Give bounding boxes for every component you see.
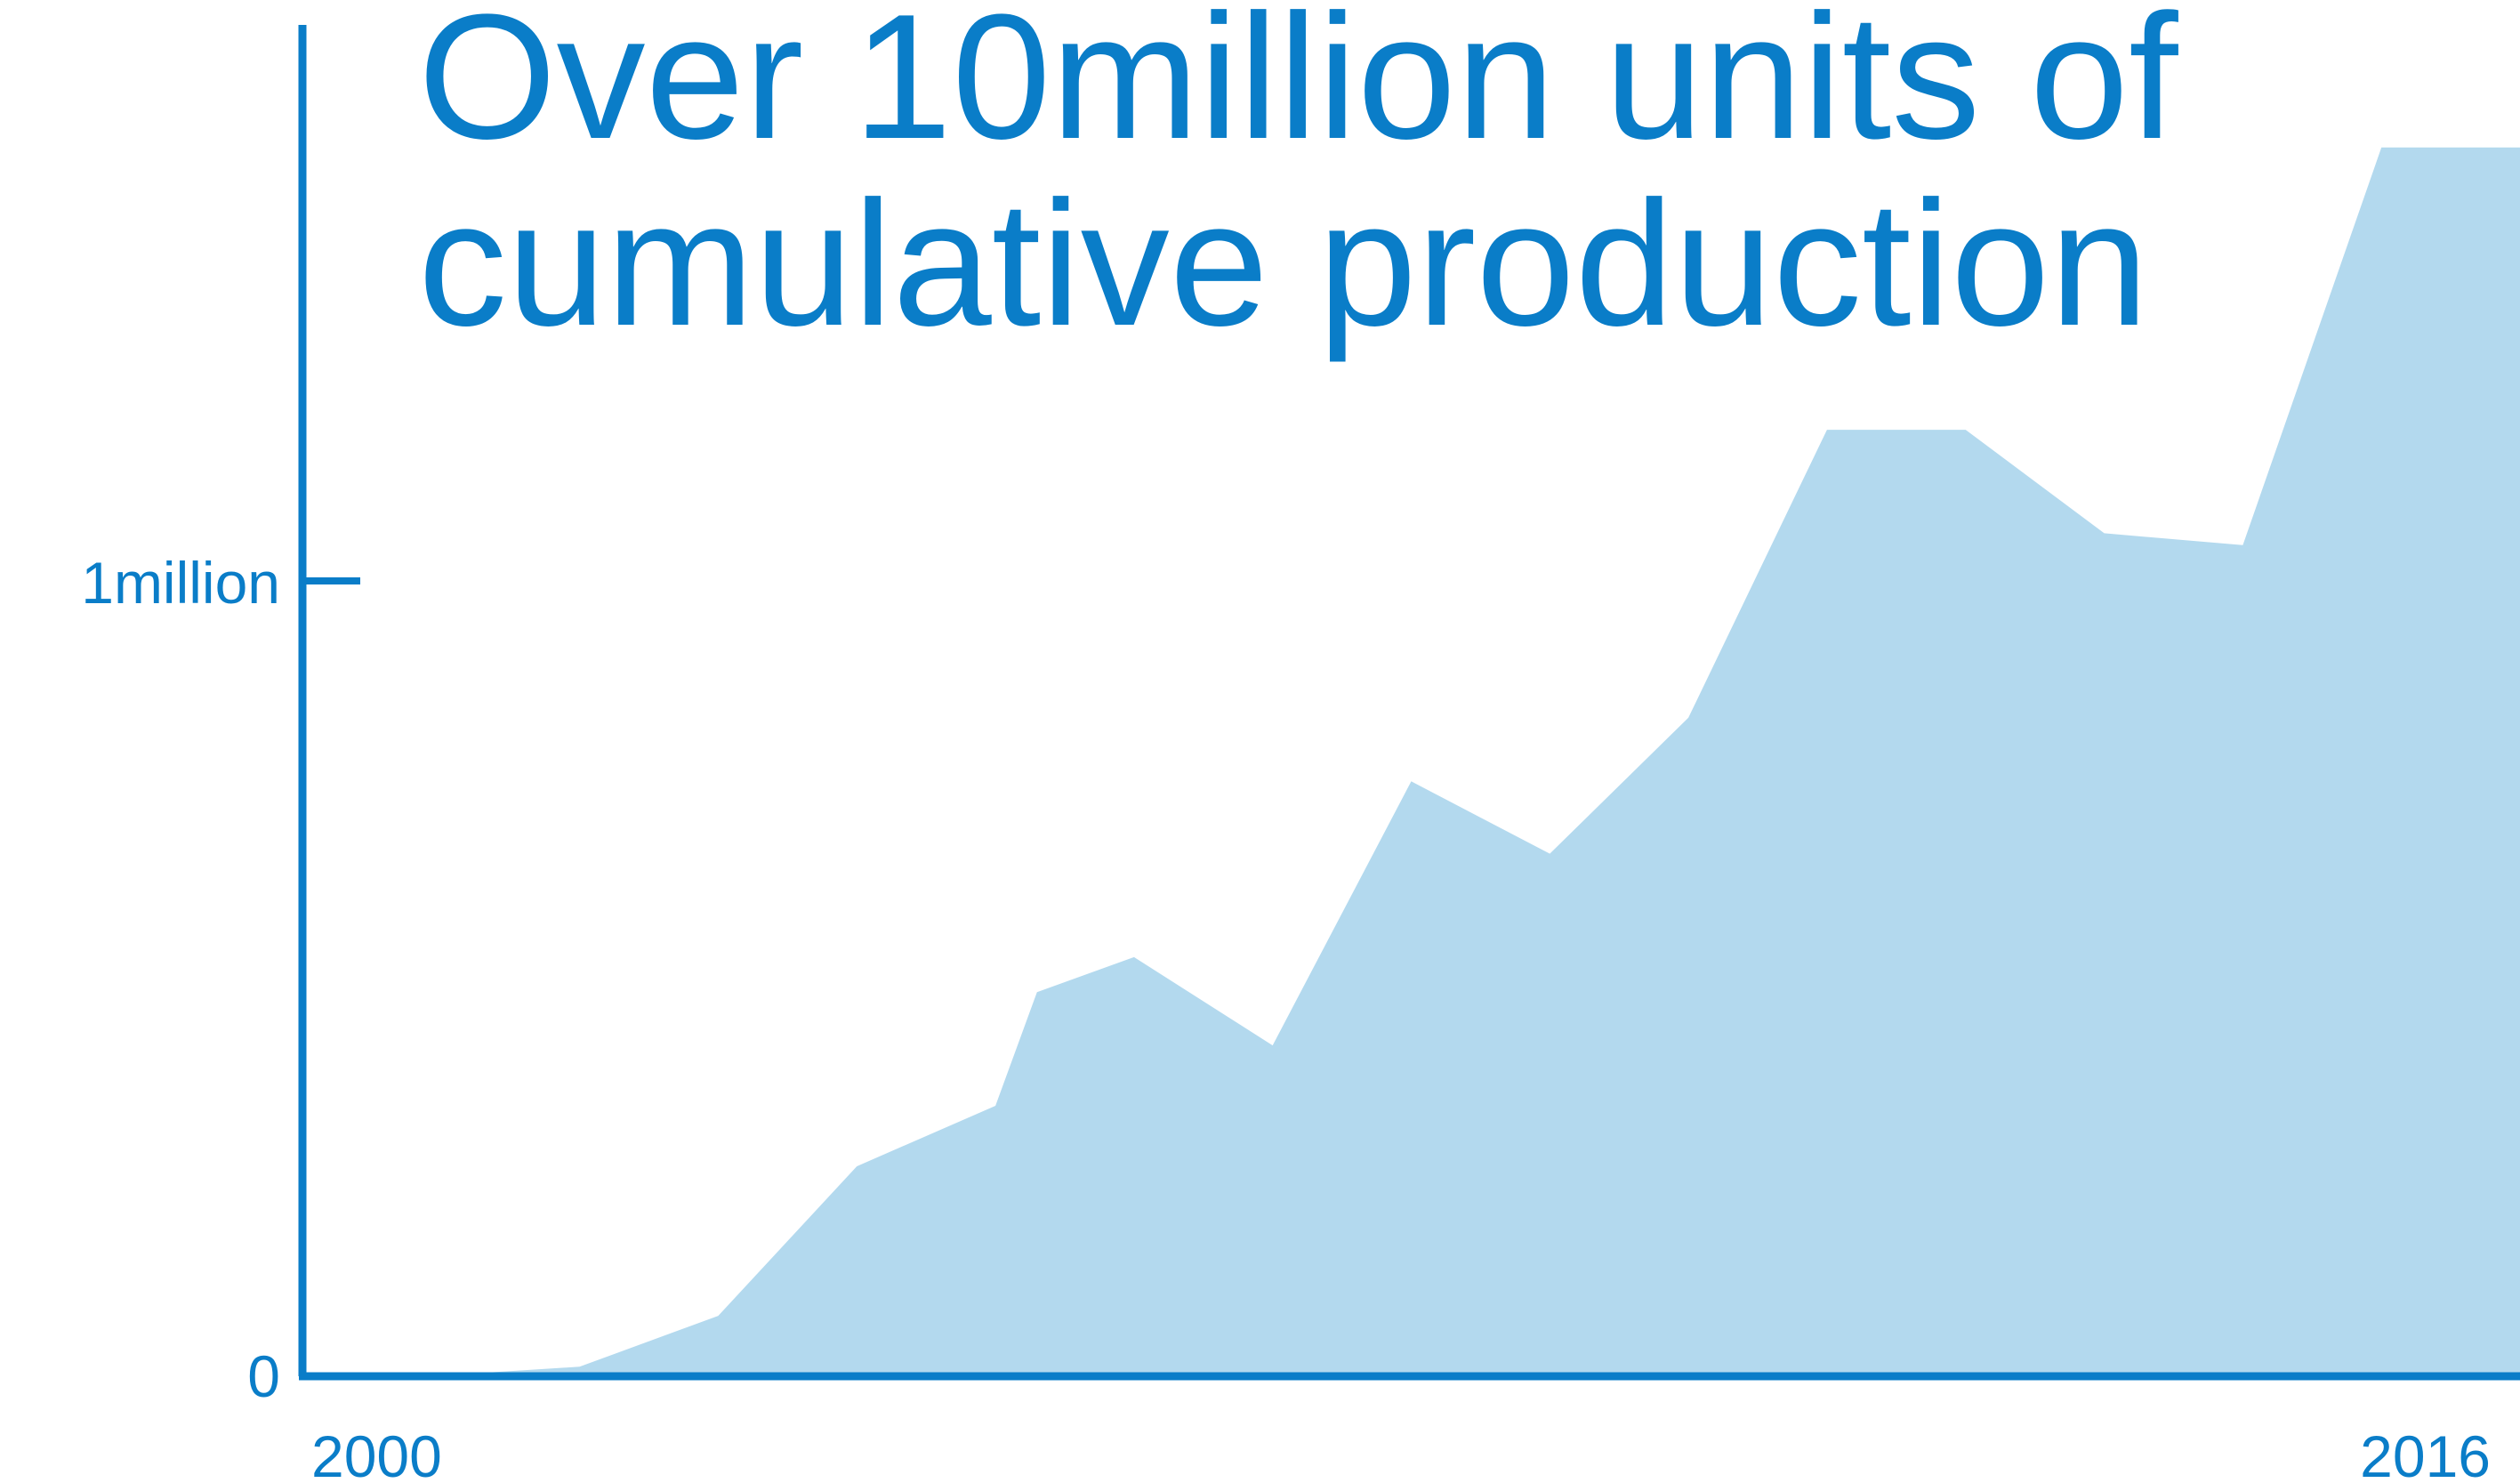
chart-title-line-1: Over 10million units of bbox=[418, 0, 2178, 176]
area-layer bbox=[302, 147, 2520, 1376]
x-tick-label-2016: 2016 bbox=[2360, 1423, 2491, 1483]
chart-title-line-2: cumulative production bbox=[418, 165, 2149, 363]
y-tick-label-0: 0 bbox=[247, 1343, 280, 1409]
production-area bbox=[302, 147, 2520, 1376]
x-tick-label-2000: 2000 bbox=[311, 1423, 442, 1483]
y-tick-label-1million: 1million bbox=[81, 550, 280, 616]
